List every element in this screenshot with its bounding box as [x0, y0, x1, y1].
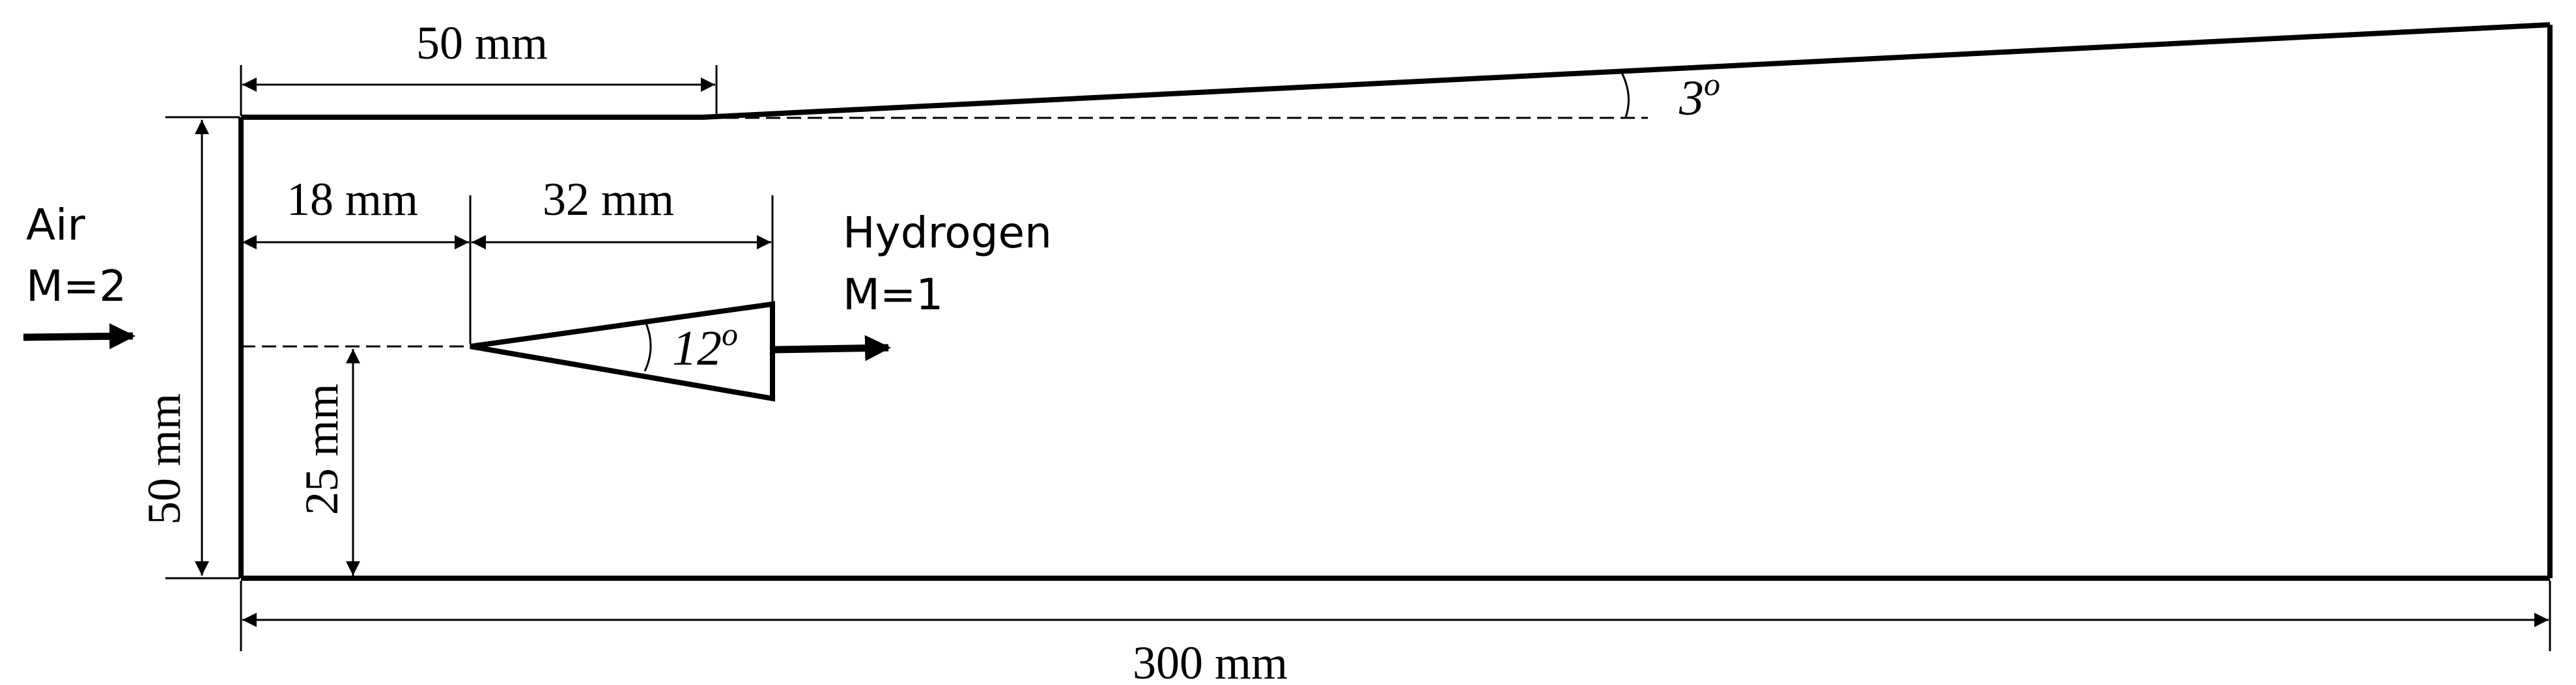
- air-flow-arrow: [23, 323, 135, 350]
- divergence-angle-degree: o: [1704, 66, 1720, 102]
- dim-inlet-height: [165, 116, 240, 580]
- label-inlet-height: 50 mm: [138, 393, 190, 525]
- label-strut-angle: 12o: [672, 316, 738, 376]
- label-strut-length: 32 mm: [543, 173, 674, 225]
- label-divergence-angle: 3o: [1678, 66, 1720, 126]
- dim-front-and-strut: [242, 195, 774, 344]
- strut-angle-degree: o: [722, 316, 738, 352]
- hydrogen-mach: M=1: [843, 270, 943, 320]
- divergence-angle-arc: [1619, 70, 1630, 118]
- air-inlet-mach: M=2: [26, 261, 126, 311]
- strut-injector: [470, 301, 775, 402]
- strut-angle-arc: [644, 320, 652, 372]
- dim-top-length: [240, 65, 718, 116]
- label-total-length: 300 mm: [1133, 637, 1288, 685]
- label-strut-offset: 25 mm: [296, 384, 348, 515]
- hydrogen-name: Hydrogen: [843, 208, 1052, 258]
- label-front-length: 18 mm: [287, 173, 418, 225]
- strut-angle-value: 12: [672, 321, 722, 376]
- combustor-walls: [238, 22, 2553, 581]
- top-wall-diverging: [703, 22, 2551, 120]
- dim-total-length: [240, 581, 2551, 651]
- label-top-length: 50 mm: [416, 17, 548, 69]
- air-inlet-name: Air: [26, 200, 85, 250]
- hydrogen-flow-arrow: [774, 335, 891, 361]
- divergence-angle-value: 3: [1678, 71, 1704, 126]
- reference-lines: [241, 117, 1648, 348]
